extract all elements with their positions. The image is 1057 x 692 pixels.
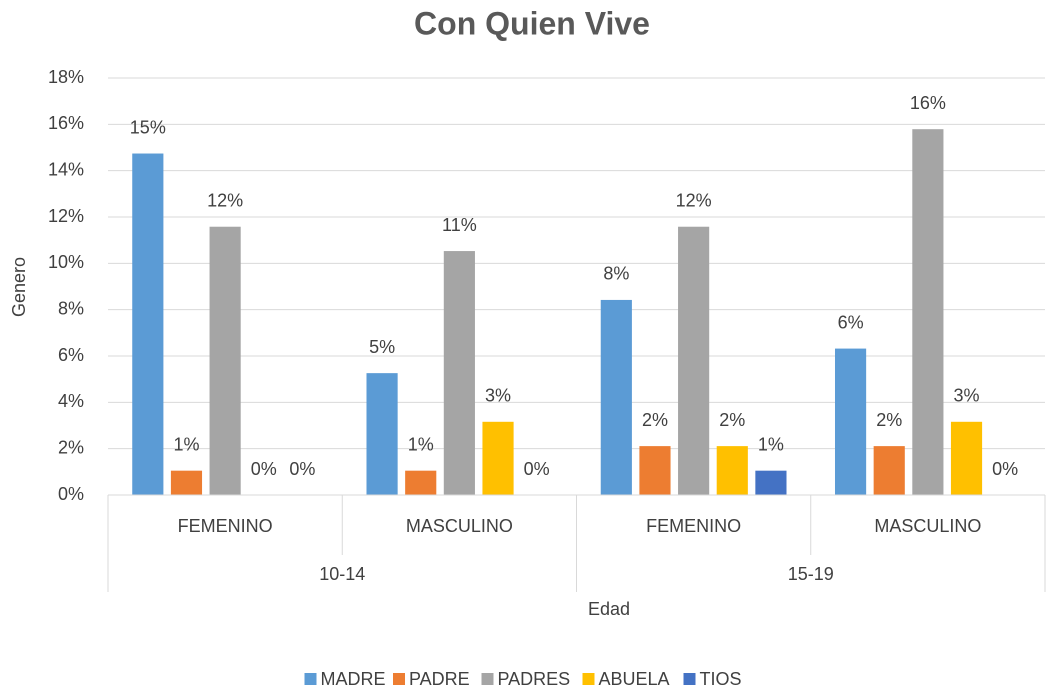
bar xyxy=(912,129,944,495)
legend-swatch xyxy=(393,673,405,685)
data-label: 15% xyxy=(130,117,166,137)
bar xyxy=(443,251,475,495)
bar xyxy=(170,470,203,495)
data-label: 3% xyxy=(954,386,980,406)
legend-swatch xyxy=(304,673,317,685)
data-label: 0% xyxy=(524,459,550,479)
data-label: 1% xyxy=(173,434,199,454)
data-label: 0% xyxy=(992,459,1018,479)
legend-label: PADRE xyxy=(409,669,470,689)
data-label: 1% xyxy=(408,434,434,454)
x-axis-title: Edad xyxy=(588,599,630,619)
y-tick-label: 8% xyxy=(58,298,84,318)
group-label: 15-19 xyxy=(788,564,834,584)
y-tick-label: 0% xyxy=(58,484,84,504)
bar xyxy=(405,470,437,495)
y-tick-label: 6% xyxy=(58,345,84,365)
data-label: 11% xyxy=(442,215,477,235)
bar xyxy=(482,421,514,495)
data-label: 2% xyxy=(719,410,745,430)
data-label: 2% xyxy=(876,410,902,430)
bar xyxy=(366,373,398,495)
data-label: 12% xyxy=(207,190,243,210)
legend-label: MADRE xyxy=(321,669,386,689)
data-label: 12% xyxy=(676,190,712,210)
y-tick-label: 14% xyxy=(48,159,84,179)
bar xyxy=(755,470,787,495)
y-tick-label: 18% xyxy=(48,67,84,87)
y-tick-label: 12% xyxy=(48,206,84,226)
y-tick-label: 10% xyxy=(48,252,84,272)
bar xyxy=(950,421,983,495)
data-label: 0% xyxy=(289,459,315,479)
chart-title: Con Quien Vive xyxy=(414,5,650,41)
data-label: 5% xyxy=(369,337,395,357)
x-tick-label: MASCULINO xyxy=(874,516,981,536)
data-label: 8% xyxy=(603,264,629,284)
legend-swatch xyxy=(582,673,595,685)
group-label: 10-14 xyxy=(319,564,365,584)
data-label: 2% xyxy=(642,410,668,430)
legend-swatch xyxy=(683,673,696,685)
y-tick-label: 16% xyxy=(48,113,84,133)
legend-label: ABUELA xyxy=(599,669,670,689)
bar xyxy=(834,348,867,495)
data-label: 6% xyxy=(838,312,864,332)
data-label: 16% xyxy=(910,93,946,113)
legend-swatch xyxy=(481,673,494,685)
data-label: 3% xyxy=(485,386,511,406)
bar xyxy=(600,299,632,495)
bar xyxy=(678,226,710,496)
legend-label: TIOS xyxy=(700,669,742,689)
y-tick-label: 2% xyxy=(58,437,84,457)
data-label: 0% xyxy=(251,459,277,479)
bar xyxy=(132,153,164,496)
bar xyxy=(639,446,671,495)
x-tick-label: FEMENINO xyxy=(178,516,273,536)
x-tick-label: FEMENINO xyxy=(646,516,741,536)
bar xyxy=(873,446,905,495)
bar xyxy=(716,446,748,495)
bar xyxy=(209,226,241,496)
data-label: 1% xyxy=(758,434,784,454)
y-axis-title: Genero xyxy=(9,257,29,317)
legend-label: PADRES xyxy=(498,669,571,689)
x-tick-label: MASCULINO xyxy=(406,516,513,536)
y-tick-label: 4% xyxy=(58,391,84,411)
